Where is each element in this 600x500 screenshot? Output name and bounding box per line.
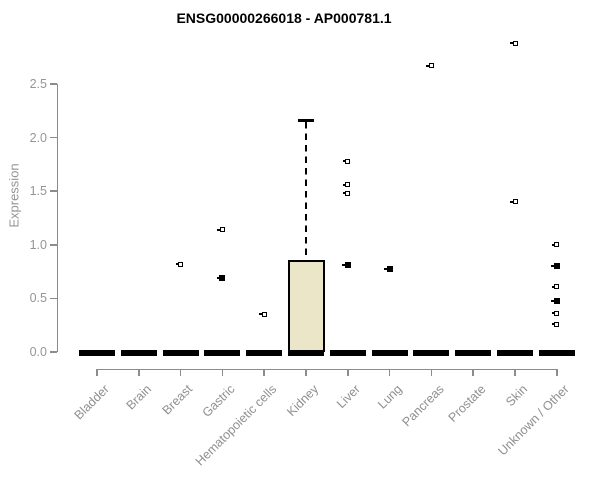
- x-axis-label-skin: Skin: [502, 382, 530, 410]
- x-tick: [138, 368, 140, 376]
- outlier-point: [426, 63, 434, 69]
- kidney-box: [287, 259, 325, 352]
- x-axis-label-bladder: Bladder: [71, 382, 112, 423]
- x-tick: [472, 368, 474, 376]
- y-tick: [50, 190, 57, 192]
- boxplot-median-bar: [538, 350, 575, 356]
- boxplot-median-bar: [246, 350, 283, 356]
- x-tick: [514, 368, 516, 376]
- x-axis-line: [96, 368, 558, 370]
- x-tick: [179, 368, 182, 376]
- outlier-point: [510, 40, 518, 46]
- x-axis-label-unknown-other: Unknown / Other: [495, 382, 572, 459]
- boxplot-median-bar: [497, 350, 533, 356]
- kidney-whisker-cap: [298, 118, 314, 123]
- x-axis-label-liver: Liver: [333, 382, 363, 412]
- x-axis-label-breast: Breast: [160, 382, 196, 418]
- boxplot-median-bar: [371, 350, 408, 356]
- boxplot-median-bar: [413, 350, 450, 356]
- x-axis-label-kidney: Kidney: [283, 382, 321, 419]
- kidney-whisker: [304, 122, 308, 260]
- outlier-point: [217, 227, 225, 233]
- boxplot-median-bar: [288, 350, 324, 356]
- outlier-point: [175, 261, 184, 267]
- x-tick: [263, 368, 265, 376]
- x-axis-label-hematopoietic-cells: Hematopoietic cells: [192, 382, 280, 469]
- y-axis-line: [56, 84, 58, 352]
- x-tick: [305, 368, 307, 376]
- y-tick-label: 2.0: [29, 130, 47, 145]
- y-tick: [50, 244, 57, 246]
- outlier-point: [551, 242, 560, 248]
- outlier-point: [551, 310, 560, 316]
- x-axis-label-prostate: Prostate: [445, 382, 489, 425]
- boxplot-median-bar: [162, 350, 199, 356]
- outlier-point: [259, 311, 267, 317]
- x-tick: [347, 368, 349, 376]
- x-tick: [221, 368, 224, 376]
- y-tick-label: 0.0: [29, 345, 47, 359]
- x-axis-label-lung: Lung: [374, 382, 405, 412]
- x-tick: [388, 368, 391, 376]
- outlier-point: [342, 182, 351, 188]
- outlier-point: [551, 284, 560, 290]
- outlier-point: [510, 199, 518, 205]
- y-tick-label: 2.5: [29, 77, 47, 91]
- y-tick-label: 1.0: [29, 237, 47, 252]
- outlier-point: [342, 262, 351, 269]
- boxplot-median-bar: [120, 350, 157, 356]
- y-tick-label: 0.5: [29, 291, 47, 306]
- boxplot-median-bar: [204, 350, 241, 356]
- y-tick: [50, 351, 57, 353]
- y-tick: [50, 136, 57, 139]
- chart-title: ENSG00000266018 - AP000781.1: [176, 10, 392, 26]
- x-axis-label-gastric: Gastric: [199, 382, 238, 420]
- outlier-point: [551, 297, 560, 304]
- y-tick: [50, 83, 57, 85]
- boxplot-median-bar: [329, 350, 366, 356]
- y-tick: [50, 297, 57, 300]
- outlier-point: [216, 275, 226, 282]
- outlier-point: [551, 263, 560, 270]
- outlier-point: [384, 266, 393, 273]
- x-axis-label-pancreas: Pancreas: [399, 382, 447, 430]
- x-tick: [96, 368, 98, 376]
- y-tick-label: 1.5: [29, 184, 47, 199]
- x-tick: [430, 368, 433, 376]
- outlier-point: [342, 158, 351, 164]
- boxplot-median-bar: [455, 350, 492, 356]
- x-axis-label-brain: Brain: [123, 382, 154, 413]
- x-tick: [556, 368, 558, 376]
- outlier-point: [342, 190, 351, 196]
- outlier-point: [551, 321, 560, 327]
- boxplot-median-bar: [79, 350, 115, 356]
